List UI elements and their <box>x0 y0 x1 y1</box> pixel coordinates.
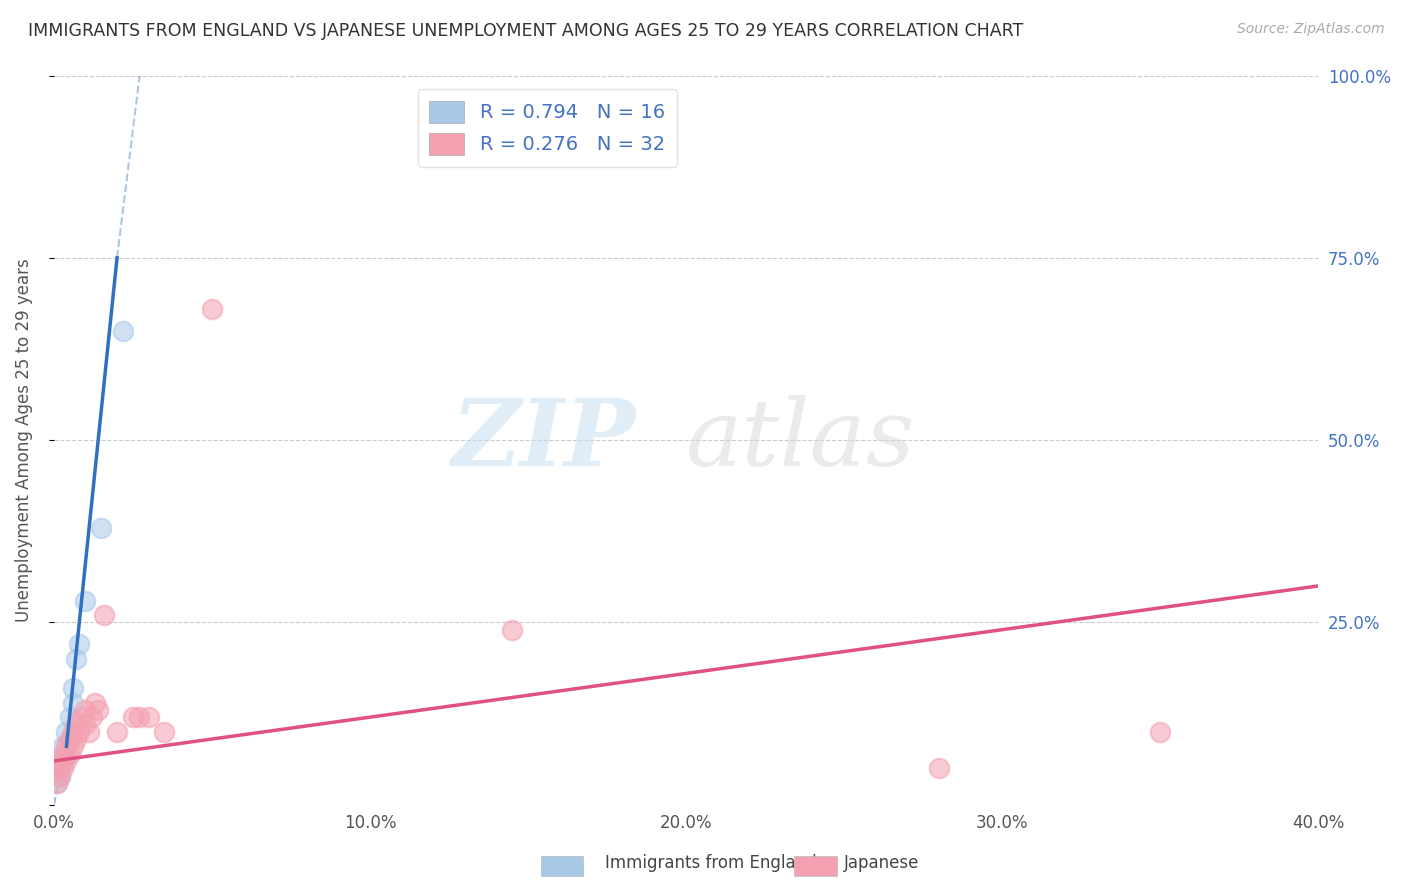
Point <box>75 717 97 731</box>
Point <box>105 724 128 739</box>
Point <box>65 652 87 666</box>
Point <box>153 724 176 739</box>
Point <box>501 623 523 637</box>
Point <box>49 768 72 782</box>
Point <box>87 703 110 717</box>
Point <box>55 754 77 768</box>
Text: IMMIGRANTS FROM ENGLAND VS JAPANESE UNEMPLOYMENT AMONG AGES 25 TO 29 YEARS CORRE: IMMIGRANTS FROM ENGLAND VS JAPANESE UNEM… <box>28 22 1024 40</box>
Point <box>46 776 69 790</box>
Point <box>62 681 84 695</box>
Point <box>201 301 224 316</box>
Point <box>55 747 77 761</box>
Text: Source: ZipAtlas.com: Source: ZipAtlas.com <box>1237 22 1385 37</box>
Point <box>1149 724 1171 739</box>
Point <box>75 593 97 607</box>
Point <box>121 710 143 724</box>
Point <box>52 739 75 754</box>
Point <box>84 696 107 710</box>
Point <box>67 724 90 739</box>
Legend: R = 0.794   N = 16, R = 0.276   N = 32: R = 0.794 N = 16, R = 0.276 N = 32 <box>418 89 676 167</box>
Point <box>52 761 75 775</box>
Point <box>72 710 94 724</box>
Point <box>128 710 150 724</box>
Text: Immigrants from England: Immigrants from England <box>605 855 817 872</box>
Point <box>59 710 82 724</box>
Point <box>55 739 77 754</box>
Y-axis label: Unemployment Among Ages 25 to 29 years: Unemployment Among Ages 25 to 29 years <box>15 258 32 622</box>
Point <box>65 732 87 747</box>
Point <box>49 761 72 775</box>
Point <box>59 732 82 747</box>
Point <box>65 717 87 731</box>
Point <box>928 761 950 775</box>
Point <box>75 703 97 717</box>
Point <box>55 724 77 739</box>
Point <box>49 768 72 782</box>
Point <box>62 696 84 710</box>
Point <box>112 324 135 338</box>
Point <box>62 739 84 754</box>
Point <box>59 747 82 761</box>
Point <box>80 710 103 724</box>
Point <box>77 724 100 739</box>
Point <box>90 520 112 534</box>
Point <box>49 754 72 768</box>
Point <box>46 761 69 775</box>
Point <box>138 710 160 724</box>
Point <box>93 608 115 623</box>
Point <box>46 776 69 790</box>
Point <box>62 724 84 739</box>
Point <box>52 754 75 768</box>
Point <box>52 747 75 761</box>
Point <box>59 732 82 747</box>
Text: ZIP: ZIP <box>451 395 636 485</box>
Point <box>67 637 90 651</box>
Text: atlas: atlas <box>686 395 915 485</box>
Text: Japanese: Japanese <box>844 855 920 872</box>
